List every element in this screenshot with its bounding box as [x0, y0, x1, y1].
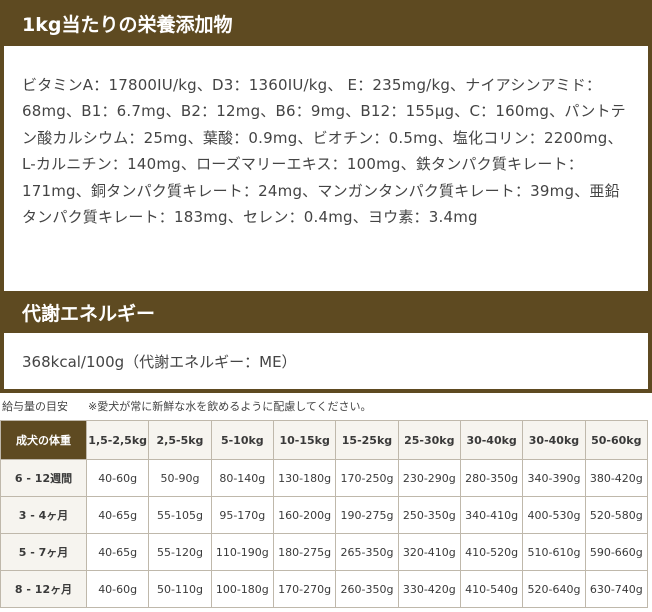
table-cell: 40-60g	[85, 570, 150, 608]
table-cell: 50-110g	[148, 570, 212, 608]
feeding-note-text: ※愛犬が常に新鮮な水を飲めるように配慮してください。	[88, 400, 372, 413]
table-cell: 250-350g	[397, 496, 461, 534]
table-cell: 40-65g	[85, 533, 150, 571]
row-header-age: 6 - 12週間	[0, 459, 87, 497]
table-header-row: 成犬の体重 1,5-2,5kg 2,5-5kg 5-10kg 10-15kg 1…	[0, 420, 649, 460]
row-header-age: 5 - 7ヶ月	[0, 533, 87, 571]
table-cell: 520-580g	[584, 496, 649, 534]
table-cell: 330-420g	[397, 570, 461, 608]
section-header-energy: 代謝エネルギー	[0, 291, 652, 333]
table-cell: 630-740g	[584, 570, 649, 608]
table-cell: 80-140g	[210, 459, 274, 497]
table-cell: 230-290g	[397, 459, 461, 497]
row-header-age: 8 - 12ヶ月	[0, 570, 87, 608]
column-header: 5-10kg	[210, 420, 274, 460]
row-header-age: 3 - 4ヶ月	[0, 496, 87, 534]
table-cell: 190-275g	[335, 496, 399, 534]
table-row: 3 - 4ヶ月 40-65g 55-105g 95-170g 160-200g …	[0, 496, 649, 534]
table-cell: 340-410g	[459, 496, 524, 534]
energy-text: 368kcal/100g（代謝エネルギー：ME）	[22, 352, 297, 371]
nutrition-text: ビタミンA：17800IU/kg、D3：1360IU/kg、 E：235mg/k…	[22, 76, 626, 227]
table-cell: 380-420g	[584, 459, 649, 497]
table-cell: 260-350g	[335, 570, 399, 608]
table-cell: 95-170g	[210, 496, 274, 534]
feeding-table: 成犬の体重 1,5-2,5kg 2,5-5kg 5-10kg 10-15kg 1…	[0, 420, 649, 608]
weight-header-cell: 成犬の体重	[0, 420, 87, 460]
feeding-note: 給与量の目安 ※愛犬が常に新鮮な水を飲めるように配慮してください。	[0, 397, 652, 417]
column-header: 30-40kg	[459, 420, 524, 460]
feeding-label: 給与量の目安	[2, 400, 68, 413]
section-title-nutrition: 1kg当たりの栄養添加物	[22, 13, 233, 36]
table-cell: 160-200g	[272, 496, 337, 534]
column-header: 25-30kg	[397, 420, 461, 460]
table-cell: 170-250g	[335, 459, 399, 497]
table-cell: 340-390g	[522, 459, 586, 497]
section-title-energy: 代謝エネルギー	[22, 302, 156, 325]
table-cell: 410-540g	[459, 570, 524, 608]
table-cell: 410-520g	[459, 533, 524, 571]
table-cell: 130-180g	[272, 459, 337, 497]
table-cell: 520-640g	[522, 570, 586, 608]
column-header: 15-25kg	[335, 420, 399, 460]
section-header-nutrition: 1kg当たりの栄養添加物	[0, 0, 652, 46]
column-header: 10-15kg	[272, 420, 337, 460]
table-cell: 110-190g	[210, 533, 274, 571]
table-row: 8 - 12ヶ月 40-60g 50-110g 100-180g 170-270…	[0, 570, 649, 608]
table-cell: 55-120g	[148, 533, 212, 571]
table-cell: 100-180g	[210, 570, 274, 608]
nutrition-panel: ビタミンA：17800IU/kg、D3：1360IU/kg、 E：235mg/k…	[0, 46, 652, 291]
table-row: 6 - 12週間 40-60g 50-90g 80-140g 130-180g …	[0, 459, 649, 497]
table-cell: 180-275g	[272, 533, 337, 571]
table-cell: 320-410g	[397, 533, 461, 571]
column-header: 50-60kg	[584, 420, 649, 460]
table-cell: 55-105g	[148, 496, 212, 534]
table-cell: 590-660g	[584, 533, 649, 571]
table-cell: 40-60g	[85, 459, 150, 497]
table-cell: 265-350g	[335, 533, 399, 571]
energy-panel: 368kcal/100g（代謝エネルギー：ME）	[0, 333, 652, 393]
column-header: 30-40kg	[522, 420, 586, 460]
table-cell: 170-270g	[272, 570, 337, 608]
table-cell: 280-350g	[459, 459, 524, 497]
table-cell: 510-610g	[522, 533, 586, 571]
table-row: 5 - 7ヶ月 40-65g 55-120g 110-190g 180-275g…	[0, 533, 649, 571]
table-cell: 50-90g	[148, 459, 212, 497]
column-header: 2,5-5kg	[148, 420, 212, 460]
table-cell: 40-65g	[85, 496, 150, 534]
table-cell: 400-530g	[522, 496, 586, 534]
column-header: 1,5-2,5kg	[85, 420, 150, 460]
